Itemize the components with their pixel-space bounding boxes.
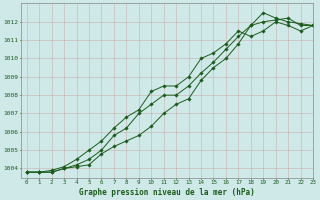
- X-axis label: Graphe pression niveau de la mer (hPa): Graphe pression niveau de la mer (hPa): [79, 188, 255, 197]
